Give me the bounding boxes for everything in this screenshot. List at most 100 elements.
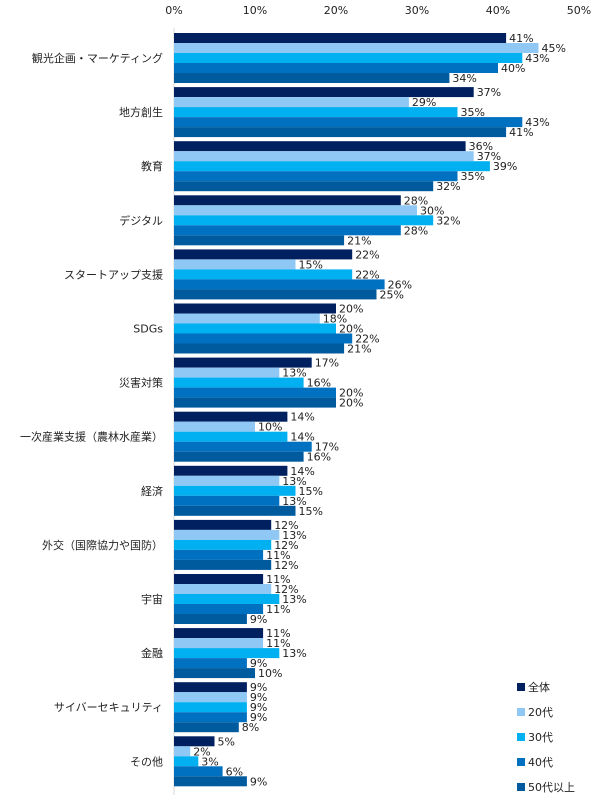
bar: [174, 107, 458, 118]
bar: [174, 97, 409, 108]
category-label: 地方創生: [119, 105, 163, 119]
data-label: 14%: [290, 411, 314, 424]
bar: [174, 323, 336, 334]
bar: [174, 171, 458, 182]
data-label: 5%: [218, 735, 235, 748]
data-label: 41%: [509, 126, 533, 139]
data-label: 35%: [461, 106, 485, 119]
x-tick-label: 40%: [486, 4, 510, 17]
data-label: 13%: [282, 647, 306, 660]
bar: [174, 756, 199, 767]
bar: [174, 495, 280, 506]
bar: [174, 485, 296, 496]
data-label: 9%: [250, 657, 267, 670]
legend-label: 20代: [528, 706, 553, 719]
category-label: 一次産業支援（農林水産業）: [20, 430, 163, 444]
bar: [174, 235, 345, 246]
data-label: 13%: [282, 495, 306, 508]
data-label: 28%: [404, 194, 428, 207]
data-label: 37%: [477, 86, 501, 99]
data-label: 11%: [266, 573, 290, 586]
bar: [174, 441, 312, 452]
data-label: 13%: [282, 593, 306, 606]
legend-label: 30代: [528, 731, 553, 744]
data-label: 9%: [250, 701, 267, 714]
x-tick-label: 50%: [567, 4, 591, 17]
bar: [174, 161, 490, 172]
bar: [174, 279, 385, 290]
bar: [174, 776, 247, 787]
data-label: 11%: [266, 549, 290, 562]
bar: [174, 638, 264, 649]
legend-label: 40代: [528, 756, 553, 769]
category-label: その他: [130, 755, 163, 768]
data-label: 32%: [436, 180, 460, 193]
bar: [174, 722, 239, 733]
data-label: 36%: [469, 140, 493, 153]
bar: [174, 529, 280, 540]
data-label: 17%: [315, 441, 339, 454]
data-label: 16%: [307, 451, 331, 464]
bar: [174, 63, 498, 73]
bar: [174, 682, 247, 693]
data-label: 22%: [355, 333, 379, 346]
bar: [174, 766, 223, 777]
category-label: 外交（国際協力や国防）: [42, 538, 163, 552]
bar: [174, 475, 280, 486]
data-label: 30%: [420, 204, 444, 217]
category-label: SDGs: [133, 323, 163, 336]
bar: [174, 421, 255, 432]
data-label: 8%: [242, 721, 259, 734]
bar: [174, 668, 255, 679]
data-label: 12%: [274, 583, 298, 596]
bar: [174, 736, 215, 747]
data-label: 41%: [509, 32, 533, 45]
category-label: スタートアップ支援: [64, 267, 163, 281]
bar: [174, 702, 247, 713]
bar: [174, 357, 312, 368]
data-label: 15%: [299, 485, 323, 498]
bar: [174, 343, 345, 354]
data-label: 20%: [339, 323, 363, 336]
data-label: 32%: [436, 214, 460, 227]
bar: [174, 377, 304, 388]
bar: [174, 574, 264, 584]
legend-swatch: [517, 683, 525, 691]
bar: [174, 33, 507, 43]
data-label: 18%: [323, 313, 347, 326]
bar: [174, 465, 288, 476]
data-label: 3%: [201, 755, 218, 768]
bar: [174, 431, 288, 442]
bar: [174, 559, 272, 570]
bar: [174, 53, 523, 63]
data-label: 15%: [299, 258, 323, 271]
data-label: 22%: [355, 248, 379, 261]
bar: [174, 195, 401, 206]
data-label: 14%: [290, 465, 314, 478]
bar: [174, 658, 247, 669]
bar: [174, 712, 247, 723]
data-label: 9%: [250, 711, 267, 724]
data-label: 9%: [250, 613, 267, 626]
data-label: 21%: [347, 234, 371, 247]
bar: [174, 549, 264, 560]
category-label: 宇宙: [141, 592, 163, 606]
data-label: 9%: [250, 691, 267, 704]
legend-swatch: [517, 783, 525, 791]
data-label: 20%: [339, 397, 363, 410]
x-tick-label: 10%: [243, 4, 267, 17]
data-label: 14%: [290, 431, 314, 444]
data-label: 16%: [307, 377, 331, 390]
x-tick-label: 0%: [165, 4, 182, 17]
bar: [174, 451, 304, 462]
bar: [174, 387, 336, 398]
data-label: 13%: [282, 367, 306, 380]
data-label: 45%: [542, 42, 566, 55]
legend-label: 全体: [528, 680, 550, 694]
bar: [174, 539, 272, 550]
data-label: 10%: [258, 421, 282, 434]
data-label: 43%: [525, 52, 549, 65]
data-label: 11%: [266, 603, 290, 616]
bar: [174, 249, 353, 260]
